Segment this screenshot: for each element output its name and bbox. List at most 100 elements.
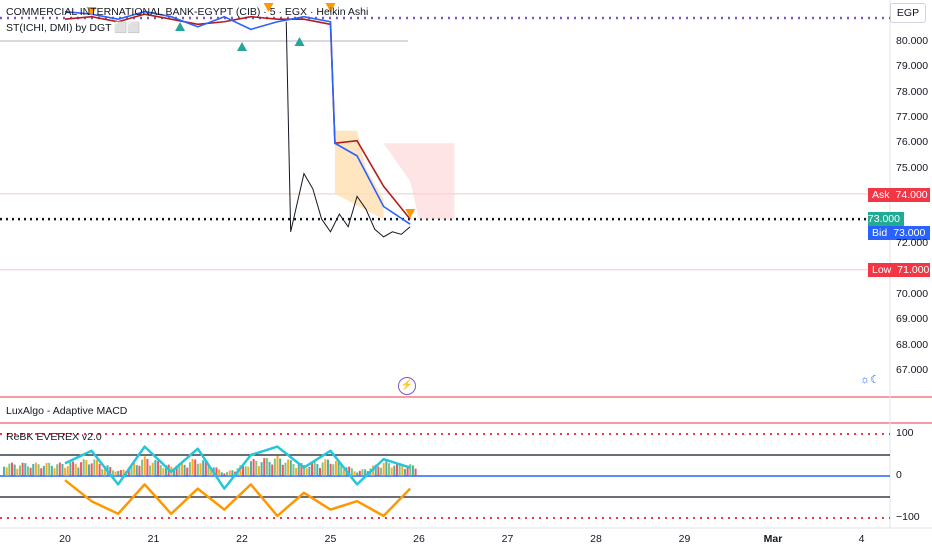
buy-signal-marker (237, 42, 247, 51)
histogram-bar (284, 462, 287, 476)
macd-pane-title[interactable]: LuxAlgo - Adaptive MACD (6, 405, 128, 417)
indicator-title[interactable]: ST(ICHI, DMI) by DGT ⬜⬜ (6, 22, 141, 34)
histogram-bar (183, 464, 186, 476)
histogram-bar (72, 461, 75, 476)
y-tick-label: 75.000 (896, 161, 929, 174)
histogram-bar (3, 466, 6, 476)
histogram-bar (69, 462, 72, 476)
histogram-bar (242, 464, 244, 476)
histogram-bar (252, 458, 255, 476)
histogram-bar (74, 463, 77, 476)
histogram-bar (281, 464, 284, 476)
histogram-bar (29, 467, 32, 476)
histogram-bar (382, 462, 385, 476)
histogram-bar (199, 463, 202, 476)
histogram-bar (393, 465, 396, 476)
histogram-bar (42, 465, 45, 476)
histogram-bar (141, 459, 144, 476)
histogram-bar (5, 467, 8, 476)
y-tick-label: 68.000 (896, 338, 929, 351)
histogram-bar (172, 469, 175, 476)
y-tick-label: 67.000 (896, 364, 929, 376)
histogram-bar (380, 467, 383, 476)
histogram-bar (48, 462, 51, 476)
histogram-bar (82, 459, 85, 476)
histogram-bar (127, 467, 130, 476)
osc-y-tick-label: 0 (896, 469, 902, 481)
histogram-bar (117, 470, 120, 476)
histogram-bar (356, 472, 359, 476)
x-tick-label: 4 (858, 533, 865, 545)
histogram-bar (244, 466, 247, 476)
histogram-bar (403, 468, 406, 476)
x-tick-label: 29 (678, 533, 691, 545)
histogram-bar (13, 464, 16, 476)
histogram-bar (409, 464, 412, 476)
price-series-line (285, 21, 411, 238)
symbol-title[interactable]: COMMERCIAL INTERNATIONAL BANK-EGYPT (CIB… (6, 6, 369, 18)
x-tick-label: 22 (236, 533, 248, 545)
histogram-bar (66, 466, 69, 476)
histogram-bar (93, 459, 96, 476)
histogram-bar (37, 464, 40, 476)
histogram-bar (287, 459, 290, 476)
ichimoku-cloud (334, 130, 384, 220)
histogram-bar (255, 461, 258, 476)
currency-button[interactable]: EGP (890, 3, 926, 23)
histogram-bar (122, 469, 125, 476)
osc-y-tick-label: 100 (896, 427, 914, 439)
histogram-bar (268, 461, 271, 476)
histogram-bar (321, 462, 324, 476)
histogram-bar (377, 466, 380, 476)
y-tick-label: 70.000 (896, 288, 929, 301)
y-tick-label: 76.000 (896, 136, 929, 149)
low-label: Low (872, 264, 892, 276)
low-value: 71.000 (897, 264, 930, 276)
histogram-bar (390, 467, 393, 476)
oscillator-pane-title[interactable]: ReBK EVEREX v2.0 (6, 431, 102, 443)
histogram-bar (358, 470, 361, 476)
buy-signal-marker (175, 22, 186, 31)
last-price-tag: 73.000 (868, 212, 904, 226)
histogram-bar (231, 470, 234, 476)
ask-value: 74.000 (895, 189, 928, 201)
histogram-bar (279, 458, 282, 476)
oscillator-line (64, 479, 412, 518)
histogram-bar (401, 466, 404, 476)
histogram-bar (297, 464, 300, 476)
night-session-icon[interactable]: ☼☾ (860, 374, 880, 386)
bid-price-tag: Bid 73.000 (868, 226, 930, 240)
histogram-bar (95, 459, 98, 476)
low-price-tag: Low 71.000 (868, 263, 930, 277)
histogram-bar (388, 463, 391, 476)
histogram-bar (313, 461, 316, 476)
histogram-bar (292, 464, 295, 476)
x-tick-label: Mar (763, 533, 783, 545)
histogram-bar (50, 465, 53, 476)
histogram-bar (32, 463, 35, 476)
lightning-icon[interactable]: ⚡ (398, 377, 416, 395)
histogram-bar (332, 464, 335, 476)
histogram-bar (374, 464, 377, 476)
histogram-bar (411, 465, 414, 476)
sell-signal-marker (405, 209, 416, 218)
histogram-bar (395, 462, 398, 476)
histogram-bar (308, 466, 311, 476)
histogram-bar (353, 471, 356, 476)
price-series-line (64, 13, 411, 220)
histogram-bar (149, 465, 152, 476)
histogram-bar (165, 465, 168, 476)
histogram-bar (186, 467, 189, 476)
histogram-bar (191, 458, 194, 476)
histogram-bar (337, 461, 340, 476)
histogram-bar (218, 469, 221, 476)
histogram-bar (146, 459, 149, 476)
histogram-bar (88, 464, 91, 476)
histogram-bar (135, 465, 138, 476)
histogram-bar (175, 467, 178, 476)
histogram-bar (56, 464, 59, 476)
histogram-bar (340, 464, 343, 476)
histogram-bar (210, 469, 213, 476)
histogram-bar (350, 468, 353, 476)
